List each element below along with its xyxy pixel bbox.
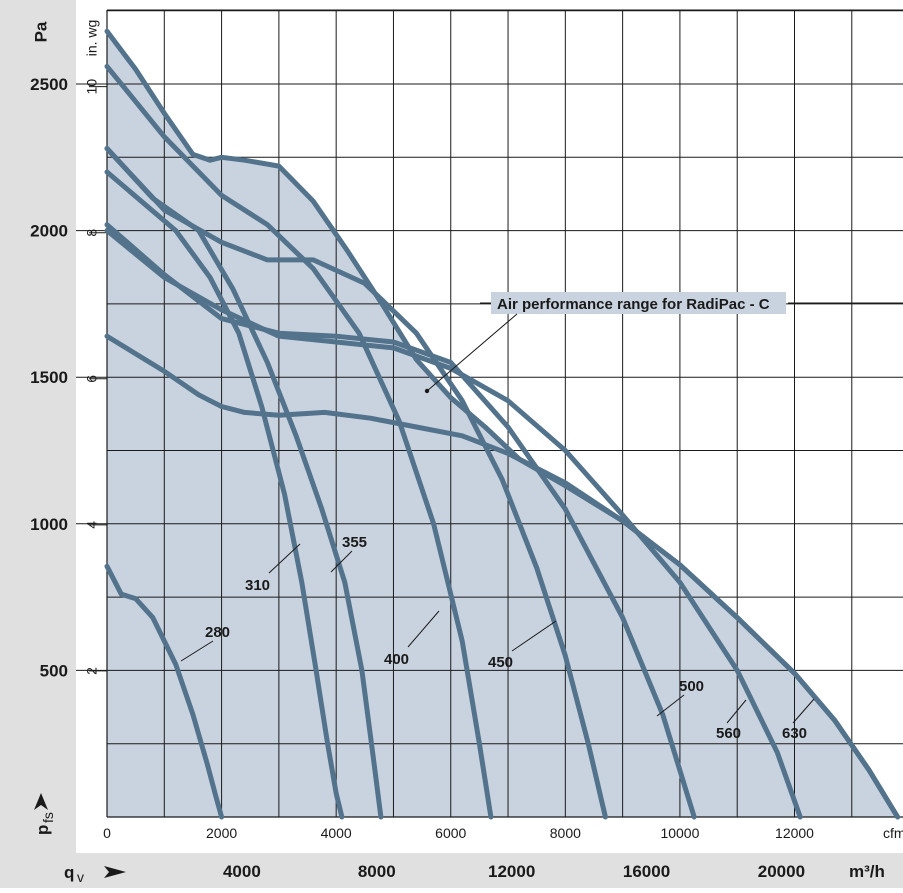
inwg-tick-label: 6 bbox=[84, 375, 100, 383]
inwg-unit-label: in. wg bbox=[84, 20, 100, 57]
m3h-tick-label: 12000 bbox=[488, 862, 535, 881]
m3h-tick-label: 4000 bbox=[223, 862, 261, 881]
pa-tick-label: 1500 bbox=[30, 368, 68, 387]
cfm-tick-label: 10000 bbox=[660, 825, 699, 841]
pa-tick-label: 1000 bbox=[30, 515, 68, 534]
x-axis-label: q bbox=[64, 863, 74, 882]
annotation-text: Air performance range for RadiPac - C bbox=[497, 296, 770, 313]
pa-tick-label: 2000 bbox=[30, 222, 68, 241]
curve-310 bbox=[104, 169, 345, 820]
curve-label-630: 630 bbox=[782, 725, 807, 742]
curve-label-leader bbox=[268, 543, 301, 574]
curve-label-280: 280 bbox=[205, 624, 230, 641]
curve-label-leader bbox=[656, 694, 685, 717]
curve-label-leader bbox=[407, 610, 440, 648]
curve-label-450: 450 bbox=[488, 654, 513, 671]
curve-label-leader bbox=[511, 620, 557, 652]
m3h-unit-label: m³/h bbox=[849, 862, 885, 881]
curve-label-310: 310 bbox=[245, 577, 270, 594]
curve-label-leader bbox=[792, 698, 815, 724]
curve-label-400: 400 bbox=[384, 651, 409, 668]
pa-tick-label: 500 bbox=[40, 661, 68, 680]
curve-label-560: 560 bbox=[716, 725, 741, 742]
curve-280 bbox=[104, 563, 225, 820]
cfm-tick-label: 8000 bbox=[550, 825, 581, 841]
cfm-tick-label: 0 bbox=[103, 825, 111, 841]
curve-envelope bbox=[104, 28, 901, 820]
curve-400 bbox=[104, 63, 494, 820]
curve-label-leader bbox=[180, 640, 214, 662]
curve-label-leader bbox=[330, 550, 353, 573]
curve-label-500: 500 bbox=[679, 678, 704, 695]
curve-450 bbox=[104, 146, 608, 820]
x-axis-label-sub: v bbox=[77, 869, 84, 885]
cfm-tick-label: 12000 bbox=[775, 825, 814, 841]
curve-label-leader bbox=[726, 699, 747, 724]
pa-unit-label: Pa bbox=[31, 21, 50, 42]
annotation-dot bbox=[424, 388, 430, 394]
y-axis-label-sub: fs bbox=[40, 812, 56, 823]
inwg-tick-label: 10 bbox=[84, 79, 100, 95]
left-axis-panel bbox=[0, 0, 76, 888]
annotation-background bbox=[491, 292, 786, 314]
bottom-axis-panel bbox=[0, 853, 903, 888]
x-axis-arrow-icon bbox=[104, 866, 126, 878]
performance-range-area bbox=[107, 31, 898, 817]
m3h-tick-label: 8000 bbox=[358, 862, 396, 881]
m3h-tick-label: 20000 bbox=[758, 862, 805, 881]
curve-500 bbox=[104, 222, 697, 820]
cfm-tick-label: 4000 bbox=[321, 825, 352, 841]
curve-label-355: 355 bbox=[342, 534, 367, 551]
inwg-tick-label: 8 bbox=[84, 229, 100, 237]
m3h-tick-label: 16000 bbox=[623, 862, 670, 881]
inwg-tick-label: 4 bbox=[84, 521, 100, 529]
curve-560 bbox=[104, 228, 803, 820]
y-axis-arrow-icon bbox=[34, 793, 48, 810]
pa-tick-label: 2500 bbox=[30, 75, 68, 94]
cfm-unit-label: cfm bbox=[883, 825, 903, 841]
cfm-tick-label: 6000 bbox=[435, 825, 466, 841]
y-axis-label: p bbox=[33, 825, 52, 835]
annotation-leader bbox=[426, 313, 518, 392]
cfm-tick-label: 2000 bbox=[206, 825, 237, 841]
